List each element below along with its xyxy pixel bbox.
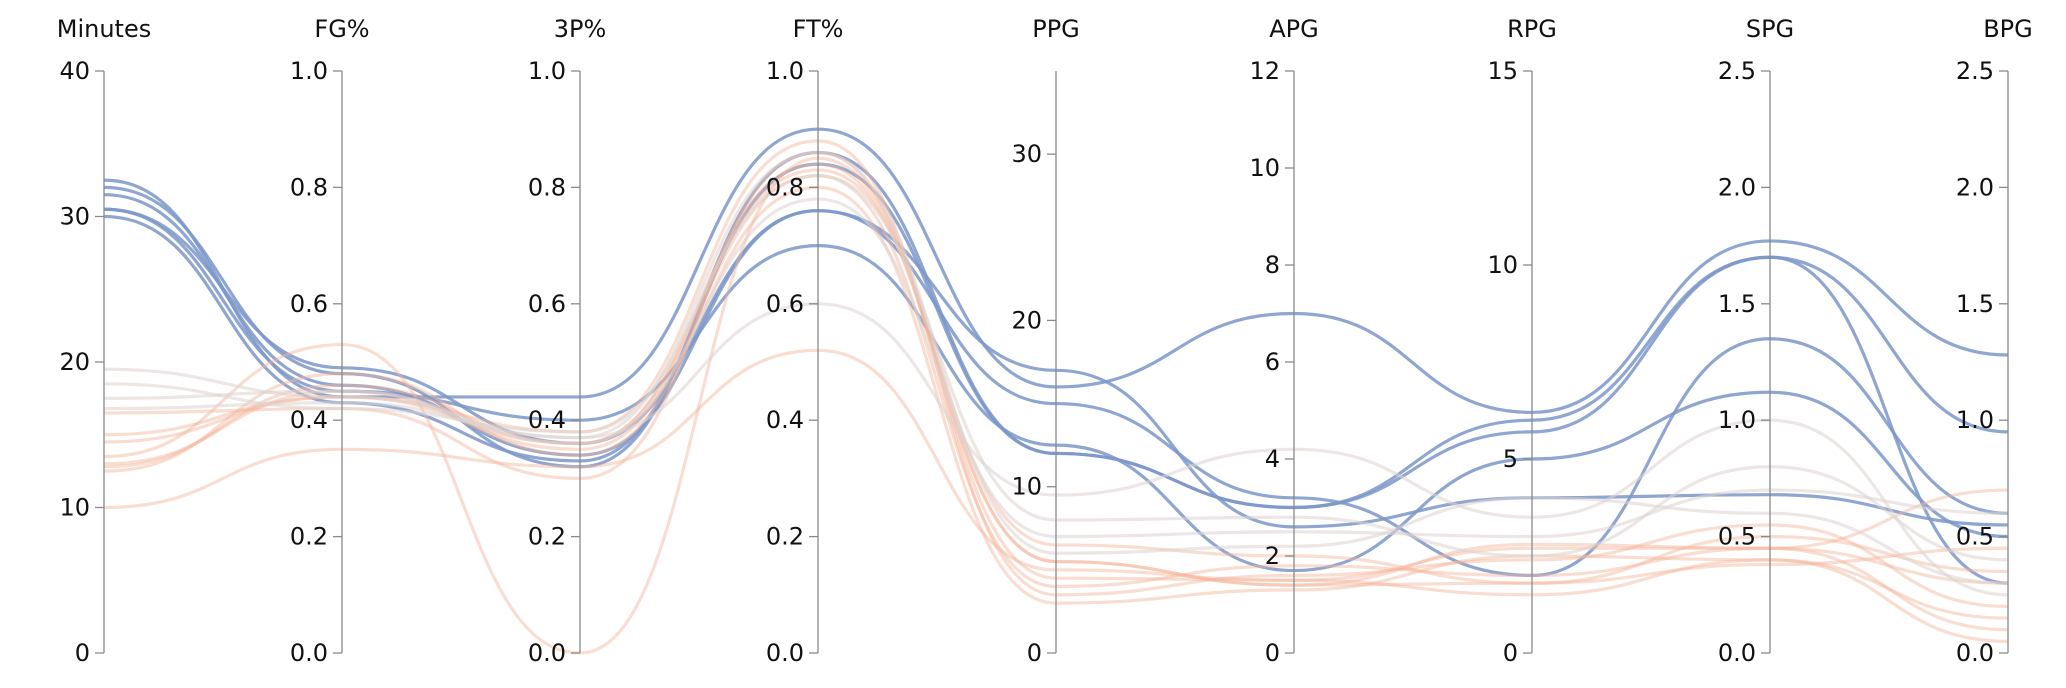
tick-label: 0.0: [766, 639, 804, 667]
series-line-orange: [103, 185, 2009, 620]
tick-label: 0.2: [766, 523, 804, 551]
axis-title: PPG: [1032, 15, 1080, 43]
series-line-blue: [103, 207, 2009, 529]
tick-label: 6: [1265, 348, 1280, 376]
axis-title: FG%: [314, 15, 369, 43]
axis-3p-: 3P% 0.0 0.2 0.4 0.6 0.8 1.0: [528, 15, 606, 667]
tick-label: 10: [1011, 473, 1042, 501]
tick-label: 30: [1011, 140, 1042, 168]
axis-title: FT%: [793, 15, 844, 43]
tick-label: 2.5: [1718, 57, 1756, 85]
axis-ft-: FT% 0.0 0.2 0.4 0.6 0.8 1.0: [766, 15, 844, 667]
tick-label: 0: [1503, 639, 1518, 667]
series-line-blue: [103, 207, 2009, 573]
axis-rpg: RPG 0 5 10 15: [1487, 15, 1556, 667]
tick-label: 0.2: [290, 523, 328, 551]
series-line-orange: [103, 139, 2009, 609]
axis-bpg: BPG 0.0 0.5 1.0 1.5 2.0 2.5: [1956, 15, 2033, 667]
tick-label: 0.4: [766, 406, 804, 434]
tick-label: 0.0: [1956, 639, 1994, 667]
tick-label: 12: [1249, 57, 1280, 85]
axes: Minutes010203040FG%0.00.20.40.60.81.03P%…: [57, 15, 2033, 667]
series-line-orange: [103, 348, 2009, 582]
tick-label: 5: [1503, 445, 1518, 473]
tick-label: 0: [1027, 639, 1042, 667]
tick-label: 20: [1011, 306, 1042, 334]
series-line-orange: [103, 150, 2009, 643]
tick-label: 0.8: [290, 173, 328, 201]
tick-label: 0.8: [528, 173, 566, 201]
tick-label: 0: [75, 639, 90, 667]
tick-label: 2: [1265, 542, 1280, 570]
tick-label: 0.5: [1956, 523, 1994, 551]
axis-title: Minutes: [57, 15, 151, 43]
axis-title: SPG: [1746, 15, 1794, 43]
tick-label: 2.0: [1956, 173, 1994, 201]
tick-label: 10: [1487, 251, 1518, 279]
tick-label: 0.4: [290, 406, 328, 434]
tick-label: 10: [1249, 154, 1280, 182]
tick-label: 10: [59, 494, 90, 522]
series-line-grey: [103, 150, 2009, 585]
series-lines: [103, 127, 2009, 655]
axis-title: APG: [1269, 15, 1319, 43]
tick-label: 0.0: [528, 639, 566, 667]
series-line-orange: [103, 156, 2009, 655]
tick-label: 1.5: [1956, 290, 1994, 318]
tick-label: 0.0: [290, 639, 328, 667]
axis-spg: SPG 0.0 0.5 1.0 1.5 2.0 2.5: [1718, 15, 1794, 667]
axis-minutes: Minutes 0 10 20 30 40: [57, 15, 151, 667]
axis-title: BPG: [1983, 15, 2033, 43]
axis-fg-: FG% 0.0 0.2 0.4 0.6 0.8 1.0: [290, 15, 370, 667]
series-line-blue: [103, 162, 2009, 585]
tick-label: 1.5: [1718, 290, 1756, 318]
tick-label: 0.6: [528, 290, 566, 318]
tick-label: 1.0: [766, 57, 804, 85]
tick-label: 0.2: [528, 523, 566, 551]
tick-label: 0.6: [290, 290, 328, 318]
axis-title: RPG: [1507, 15, 1557, 43]
axis-ppg: PPG 0 10 20 30: [1011, 15, 1079, 667]
tick-label: 0.8: [766, 173, 804, 201]
tick-label: 4: [1265, 445, 1280, 473]
tick-label: 8: [1265, 251, 1280, 279]
tick-label: 1.0: [290, 57, 328, 85]
tick-label: 2.0: [1718, 173, 1756, 201]
tick-label: 40: [59, 57, 90, 85]
tick-label: 0: [1265, 639, 1280, 667]
tick-label: 0.5: [1718, 523, 1756, 551]
tick-label: 2.5: [1956, 57, 1994, 85]
tick-label: 1.0: [528, 57, 566, 85]
tick-label: 0.6: [766, 290, 804, 318]
axis-title: 3P%: [554, 15, 607, 43]
tick-label: 1.0: [1718, 406, 1756, 434]
tick-label: 0.4: [528, 406, 566, 434]
tick-label: 0.0: [1718, 639, 1756, 667]
tick-label: 15: [1487, 57, 1518, 85]
tick-label: 30: [59, 203, 90, 231]
tick-label: 1.0: [1956, 406, 1994, 434]
axis-apg: APG 0 2 4 6 8 10 12: [1249, 15, 1318, 667]
tick-label: 20: [59, 348, 90, 376]
